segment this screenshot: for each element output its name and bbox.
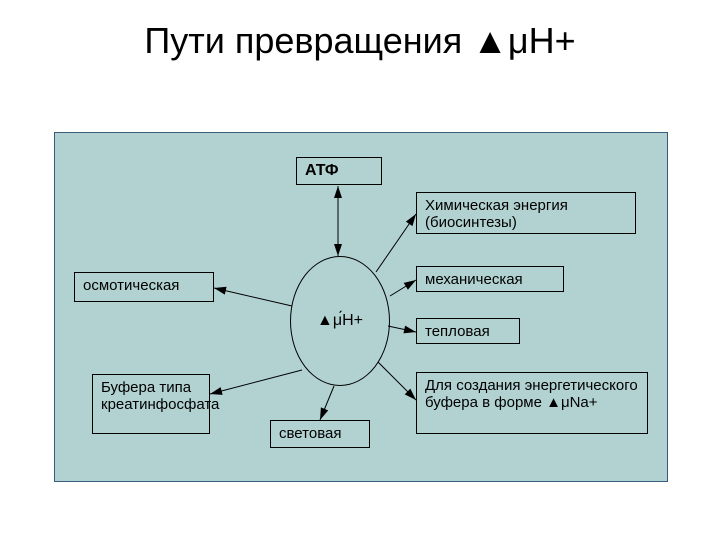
center-node: ▲μ́Н+	[290, 256, 390, 386]
node-label: световая	[279, 425, 341, 442]
node-label: Для создания энергетического буфера в фо…	[425, 377, 639, 412]
node-label: АТФ	[305, 162, 339, 180]
node-mech: механическая	[416, 266, 564, 292]
node-chem: Химическая энергия (биосинтезы)	[416, 192, 636, 234]
node-light: световая	[270, 420, 370, 448]
node-osm: осмотическая	[74, 272, 214, 302]
node-atp: АТФ	[296, 157, 382, 185]
node-label: осмотическая	[83, 277, 179, 294]
center-node-label: ▲μ́Н+	[317, 312, 363, 330]
node-label: тепловая	[425, 323, 490, 340]
node-buffer_cp: Буфера типа креатинфосфата	[92, 374, 210, 434]
node-label: Буфера типа креатинфосфата	[101, 379, 219, 414]
node-label: механическая	[425, 271, 523, 288]
node-label: Химическая энергия (биосинтезы)	[425, 197, 627, 232]
node-thermal: тепловая	[416, 318, 520, 344]
node-buffer_na: Для создания энергетического буфера в фо…	[416, 372, 648, 434]
